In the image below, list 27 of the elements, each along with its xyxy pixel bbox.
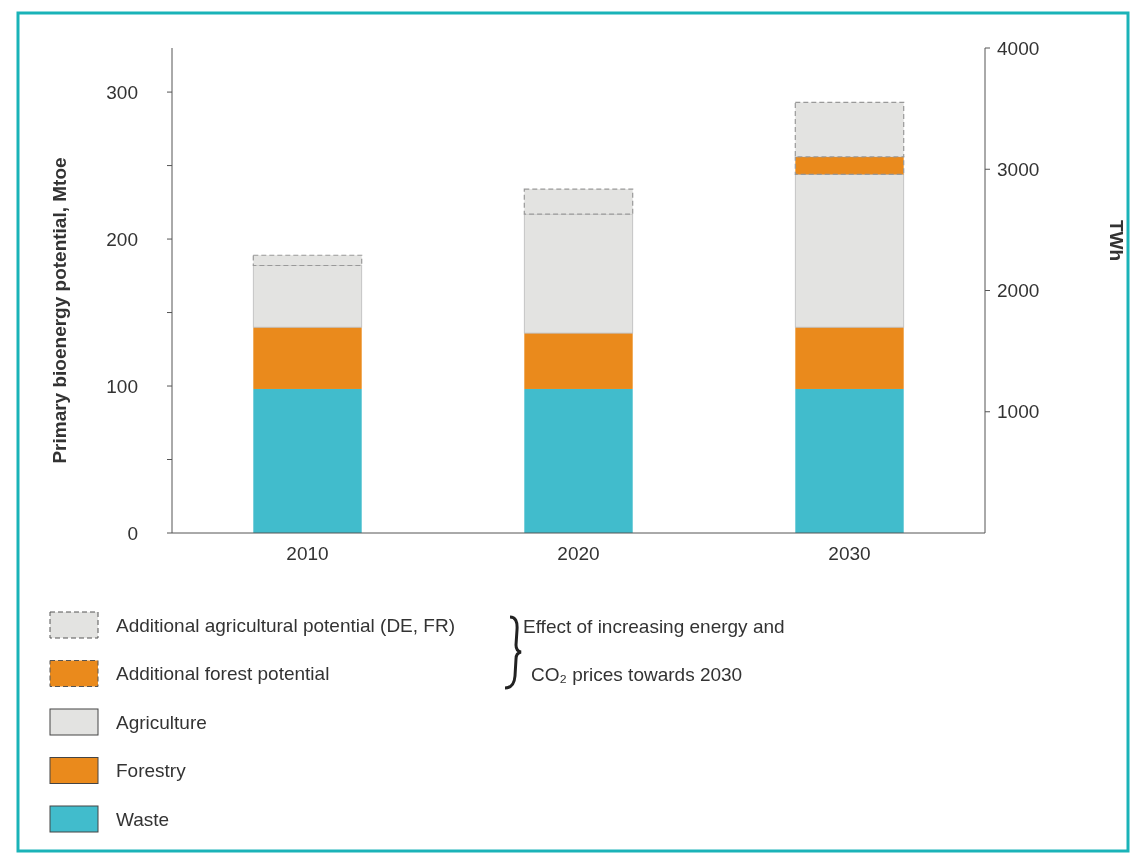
y2-axis-title: TWh [1106,219,1127,262]
bar [524,388,633,533]
x-tick-label: 2030 [828,543,871,564]
bar [524,333,633,389]
y2-tick-label: 4000 [997,37,1040,59]
y-tick-label: 0 [127,522,138,544]
legend-label: Agriculture [116,711,207,733]
y-axis-title: Primary bioenergy potential, Mtoe [49,157,70,464]
y-tick-label: 300 [106,81,138,103]
bar [794,173,905,328]
legend-label: Waste [116,808,170,830]
text: Effect of increasing energy and [523,615,785,637]
legend-label: Forestry [116,760,187,782]
y2-tick-label: 1000 [997,401,1040,423]
x-tick-label: 2010 [286,543,329,564]
bar [253,327,362,389]
text: CO₂ prices towards 2030 [531,663,743,685]
y2-tick-label: 3000 [997,158,1040,180]
y2-tick-label: 2000 [997,280,1040,302]
x-tick-label: 2020 [557,543,600,564]
bar [253,388,362,533]
legend-label: Additional agricultural potential (DE, FR) [116,614,455,636]
y-tick-label: 100 [106,375,138,397]
bar [795,388,904,533]
bar [795,327,904,389]
legend-label: Additional forest potential [116,663,330,685]
y-tick-label: 200 [106,228,138,250]
